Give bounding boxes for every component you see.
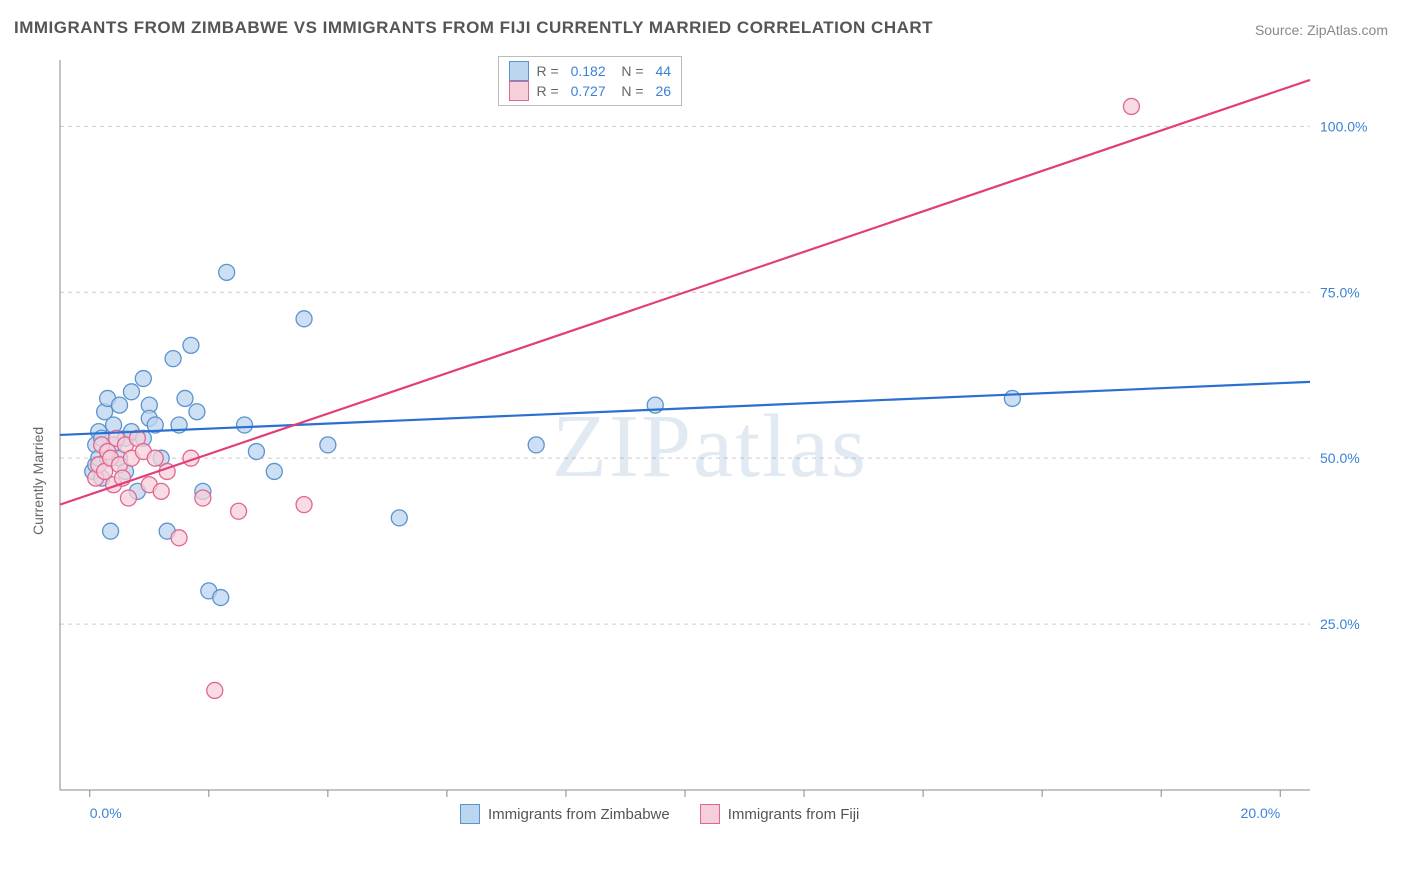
data-point	[207, 682, 223, 698]
stat-r-label: R =	[537, 63, 563, 79]
legend-label: Immigrants from Zimbabwe	[488, 806, 670, 823]
y-tick-label: 75.0%	[1320, 284, 1360, 300]
stat-n-label: N =	[614, 63, 648, 79]
x-max-label: 20.0%	[1241, 805, 1281, 821]
legend-swatch	[460, 804, 480, 824]
data-point	[177, 390, 193, 406]
data-point	[248, 444, 264, 460]
stat-n-value: 26	[655, 83, 671, 99]
series-legend: Immigrants from Zimbabwe Immigrants from …	[460, 804, 859, 824]
legend-swatch	[509, 81, 529, 101]
legend-swatch	[509, 61, 529, 81]
data-point	[183, 337, 199, 353]
data-point	[171, 530, 187, 546]
data-point	[528, 437, 544, 453]
data-point	[189, 404, 205, 420]
stat-legend: R = 0.182 N = 44 R = 0.727 N = 26	[498, 56, 683, 106]
data-point	[231, 503, 247, 519]
legend-swatch	[700, 804, 720, 824]
data-point	[391, 510, 407, 526]
y-tick-label: 100.0%	[1320, 118, 1367, 134]
data-point	[237, 417, 253, 433]
data-point	[320, 437, 336, 453]
stat-n-label: N =	[614, 83, 648, 99]
stat-r-label: R =	[537, 83, 563, 99]
data-point	[1004, 390, 1020, 406]
data-point	[296, 497, 312, 513]
y-tick-label: 25.0%	[1320, 616, 1360, 632]
chart-title: IMMIGRANTS FROM ZIMBABWE VS IMMIGRANTS F…	[14, 18, 933, 38]
data-point	[195, 490, 211, 506]
y-tick-label: 50.0%	[1320, 450, 1360, 466]
x-min-label: 0.0%	[90, 805, 122, 821]
stat-r-value: 0.182	[571, 63, 606, 79]
data-point	[153, 483, 169, 499]
data-point	[123, 384, 139, 400]
data-point	[266, 463, 282, 479]
chart-area: 25.0%50.0%75.0%100.0%0.0%20.0%ZIPatlas	[50, 50, 1380, 840]
data-point	[165, 351, 181, 367]
stat-r-value: 0.727	[571, 83, 606, 99]
source-label: Source: ZipAtlas.com	[1255, 22, 1388, 38]
data-point	[219, 264, 235, 280]
legend-label: Immigrants from Fiji	[728, 806, 860, 823]
data-point	[120, 490, 136, 506]
data-point	[1123, 98, 1139, 114]
scatter-plot: 25.0%50.0%75.0%100.0%0.0%20.0%ZIPatlas	[50, 50, 1380, 840]
data-point	[135, 371, 151, 387]
data-point	[147, 450, 163, 466]
stat-n-value: 44	[655, 63, 671, 79]
data-point	[213, 590, 229, 606]
data-point	[112, 397, 128, 413]
y-axis-label: Currently Married	[30, 426, 46, 534]
data-point	[296, 311, 312, 327]
data-point	[103, 523, 119, 539]
